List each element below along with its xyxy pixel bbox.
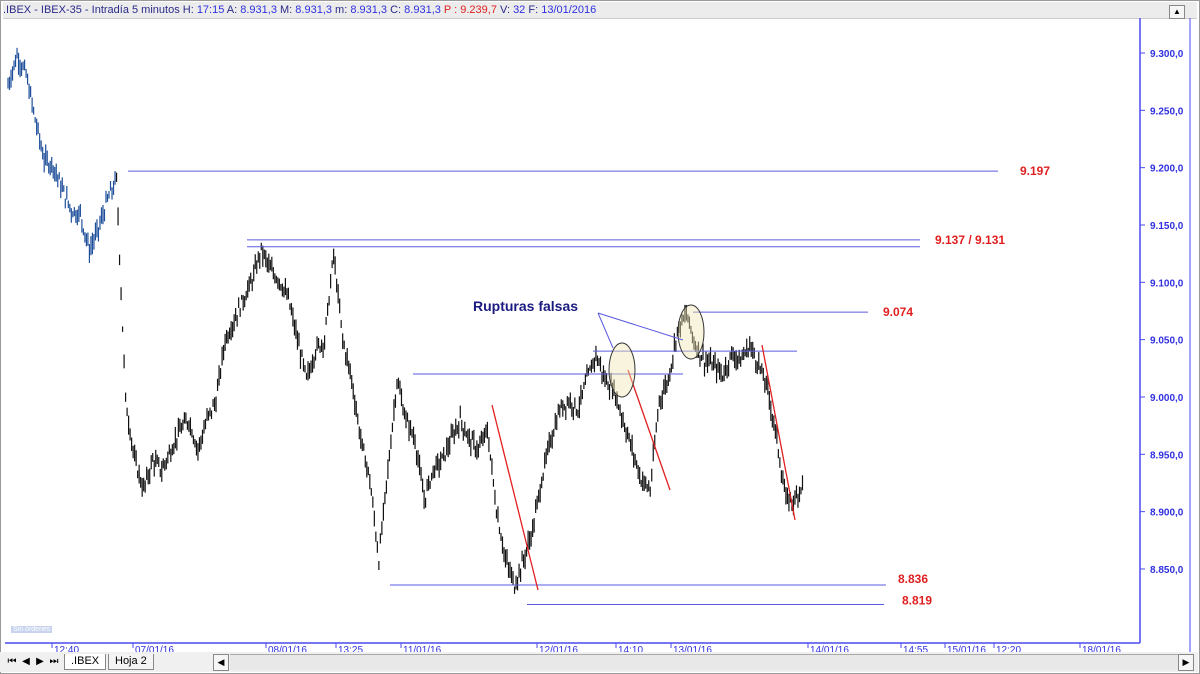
x-tick-label: 07/01/16: [135, 645, 174, 652]
y-tick-label: 9.050,0: [1150, 336, 1184, 347]
c-label: C:: [387, 4, 405, 16]
p-value: P : 9.239,7: [440, 4, 497, 16]
x-tick-label: 13:25: [338, 645, 363, 652]
prev-sheet-button[interactable]: ◀: [22, 656, 30, 667]
x-tick-label: 14:10: [618, 645, 643, 652]
v-label: V:: [496, 4, 514, 16]
false-breakout-ellipse: [677, 304, 705, 360]
sheet-tab-bar: ⏮ ◀ ▶ ⏭ .IBEX Hoja 2 ◀ ▶: [0, 652, 1198, 672]
header-prefix: .IBEX - IBEX-35 - Intradía 5 minutos: [3, 4, 183, 16]
y-tick-label: 9.250,0: [1150, 106, 1184, 117]
c-value: 8.931,3: [404, 4, 441, 16]
x-tick-label: 12/01/16: [539, 645, 578, 652]
a-value: 8.931,3: [240, 4, 277, 16]
false-breakout-ellipse: [608, 342, 636, 398]
min-value: 8.931,3: [350, 4, 388, 16]
next-sheet-button[interactable]: ▶: [36, 656, 44, 667]
y-tick-label: 9.150,0: [1150, 221, 1184, 232]
scroll-right-button[interactable]: ▶: [1178, 654, 1194, 671]
horizontal-scrollbar[interactable]: [230, 654, 1180, 670]
trend-line: [491, 404, 539, 591]
y-tick-label: 8.900,0: [1150, 508, 1184, 519]
f-label: F:: [525, 4, 542, 16]
x-tick-label: 18/01/16: [1082, 645, 1121, 652]
trend-line: [761, 344, 796, 521]
y-tick-label: 8.850,0: [1150, 565, 1184, 576]
level-label: 8.836: [898, 572, 928, 586]
x-tick-label: 15/01/16: [947, 645, 986, 652]
scroll-left-button[interactable]: ◀: [213, 654, 229, 671]
level-label: 9.197: [1020, 164, 1050, 178]
f-value: 13/01/2016: [541, 4, 597, 16]
price-chart: 9.300,0 9.250,0 9.200,0 9.150,0 9.100,0 9.050…: [5, 18, 1191, 652]
x-tick-label: 08/01/16: [268, 645, 307, 652]
status-badge: Sin órdenes: [11, 626, 53, 633]
x-tick-label: 12:20: [996, 645, 1021, 652]
v-value: 32: [513, 4, 526, 16]
y-tick-label: 9.100,0: [1150, 278, 1184, 289]
min-label: m:: [332, 4, 351, 16]
annotation-label: Rupturas falsas: [473, 298, 578, 314]
x-tick-label: 11/01/16: [403, 645, 442, 652]
a-label: A:: [224, 4, 241, 16]
level-label: 8.819: [902, 594, 932, 608]
tab-hoja-2[interactable]: Hoja 2: [108, 654, 154, 670]
annotation-pointer: [597, 312, 684, 341]
m-value: 8.931,3: [295, 4, 332, 16]
h-label: H:: [182, 4, 197, 16]
x-tick-label: 12:40: [54, 645, 79, 652]
m-label: M:: [276, 4, 296, 16]
y-tick-label: 9.300,0: [1150, 49, 1184, 60]
x-tick-label: 14:55: [903, 645, 928, 652]
y-tick-label: 9.200,0: [1150, 164, 1184, 175]
y-tick-label: 9.000,0: [1150, 393, 1184, 404]
first-sheet-button[interactable]: ⏮: [7, 656, 17, 667]
tab-ibex[interactable]: .IBEX: [64, 654, 107, 670]
x-tick-label: 13/01/16: [673, 645, 712, 652]
scroll-up-button[interactable]: ▲: [1169, 5, 1185, 19]
last-sheet-button[interactable]: ⏭: [49, 656, 59, 667]
trend-line: [627, 369, 671, 491]
level-label: 9.137 / 9.131: [935, 233, 1005, 247]
x-tick-label: 14/01/16: [810, 645, 849, 652]
y-tick-label: 8.950,0: [1150, 450, 1184, 461]
h-value: 17:15: [196, 4, 225, 16]
level-label: 9.074: [883, 305, 913, 319]
quote-header: .IBEX - IBEX-35 - Intradía 5 minutos H: …: [3, 2, 1197, 19]
annotation-pointer: [597, 312, 614, 349]
